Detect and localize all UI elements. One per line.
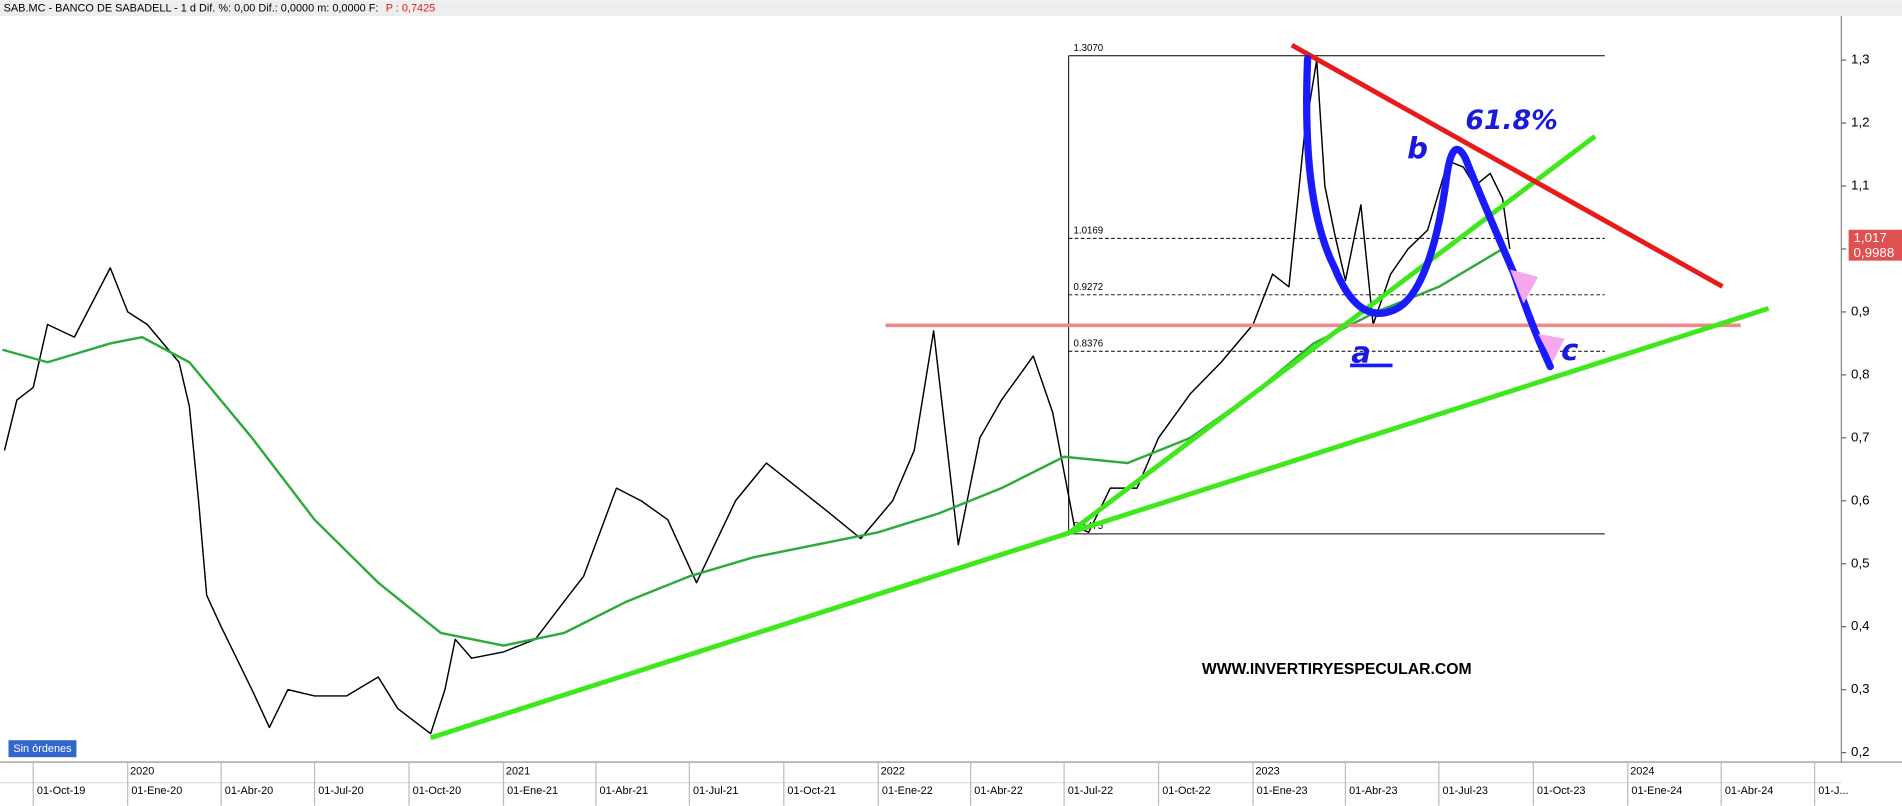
x-tick-label: 01-J... (1818, 785, 1848, 797)
y-tick-label: 0,3 (1851, 681, 1870, 696)
annotation: b (1407, 132, 1428, 166)
y-tick-label: 0,2 (1851, 744, 1870, 759)
x-tick-label: 01-Abr-24 (1725, 785, 1774, 797)
x-tick-label: 01-Ene-22 (882, 785, 933, 797)
arrow (1538, 333, 1565, 362)
x-tick-label: 01-Jul-23 (1442, 785, 1487, 797)
fib-label: 0.8376 (1074, 338, 1104, 349)
trendline (1065, 134, 1597, 536)
y-tick-label: 1,1 (1851, 178, 1870, 193)
arrow (1510, 269, 1539, 304)
y-tick-label: 1,3 (1851, 52, 1870, 67)
price-tag (1848, 244, 1902, 261)
x-tick-label: 01-Ene-24 (1631, 785, 1682, 797)
x-tick-label: 01-Oct-21 (787, 785, 836, 797)
x-tick-label: 01-Oct-23 (1537, 785, 1586, 797)
x-tick-label: 01-Oct-19 (37, 785, 86, 797)
annotation: 61.8% (1465, 105, 1558, 136)
annotation: a (1351, 335, 1371, 369)
year-label: 2020 (130, 766, 154, 778)
x-tick-label: 01-Oct-22 (1162, 785, 1211, 797)
chart-title: SAB.MC - BANCO DE SABADELL - 1 d Dif. %:… (4, 3, 379, 15)
price-tag (1848, 229, 1902, 246)
x-tick-label: 01-Jul-20 (318, 785, 363, 797)
trendline (1290, 43, 1724, 289)
y-tick-label: 0,7 (1851, 429, 1870, 444)
x-tick-label: 01-Jul-21 (693, 785, 738, 797)
badge-label: Sin órdenes (13, 743, 72, 755)
y-tick-label: 0,5 (1851, 555, 1870, 570)
y-tick-label: 1,2 (1851, 115, 1870, 130)
y-tick-label: 0,8 (1851, 366, 1870, 381)
y-tick-label: 0,6 (1851, 492, 1870, 507)
price-tag-label: 0,9988 (1853, 245, 1894, 260)
price-line (3, 59, 1511, 735)
badge (8, 740, 77, 758)
trendline (429, 306, 1770, 741)
annotation: c (1561, 333, 1578, 367)
fib-label: 1.3070 (1074, 43, 1104, 54)
x-tick-label: 01-Abr-21 (600, 785, 648, 797)
fib-label: 0.9272 (1074, 282, 1104, 293)
x-tick-label: 01-Abr-23 (1349, 785, 1398, 797)
price-tag-label: 1,017 (1853, 230, 1886, 245)
price-note: P : 0,7425 (386, 3, 436, 15)
x-tick-label: 01-Jul-22 (1068, 785, 1113, 797)
x-tick-label: 01-Ene-21 (507, 785, 558, 797)
y-tick-label: 0,4 (1851, 618, 1870, 633)
x-tick-label: 01-Ene-20 (131, 785, 182, 797)
y-tick-label: 0,9 (1851, 303, 1870, 318)
fib-label: 1.0169 (1074, 226, 1104, 237)
year-label: 2021 (506, 766, 530, 778)
x-tick-label: 01-Abr-22 (974, 785, 1023, 797)
watermark: WWW.INVERTIRYESPECULAR.COM (1202, 661, 1472, 678)
x-tick-label: 01-Abr-20 (225, 785, 273, 797)
header-bar (0, 0, 1902, 17)
year-label: 2023 (1255, 766, 1279, 778)
x-tick-label: 01-Ene-23 (1257, 785, 1308, 797)
year-label: 2024 (1630, 766, 1654, 778)
year-label: 2022 (881, 766, 905, 778)
x-tick-label: 01-Oct-20 (413, 785, 462, 797)
